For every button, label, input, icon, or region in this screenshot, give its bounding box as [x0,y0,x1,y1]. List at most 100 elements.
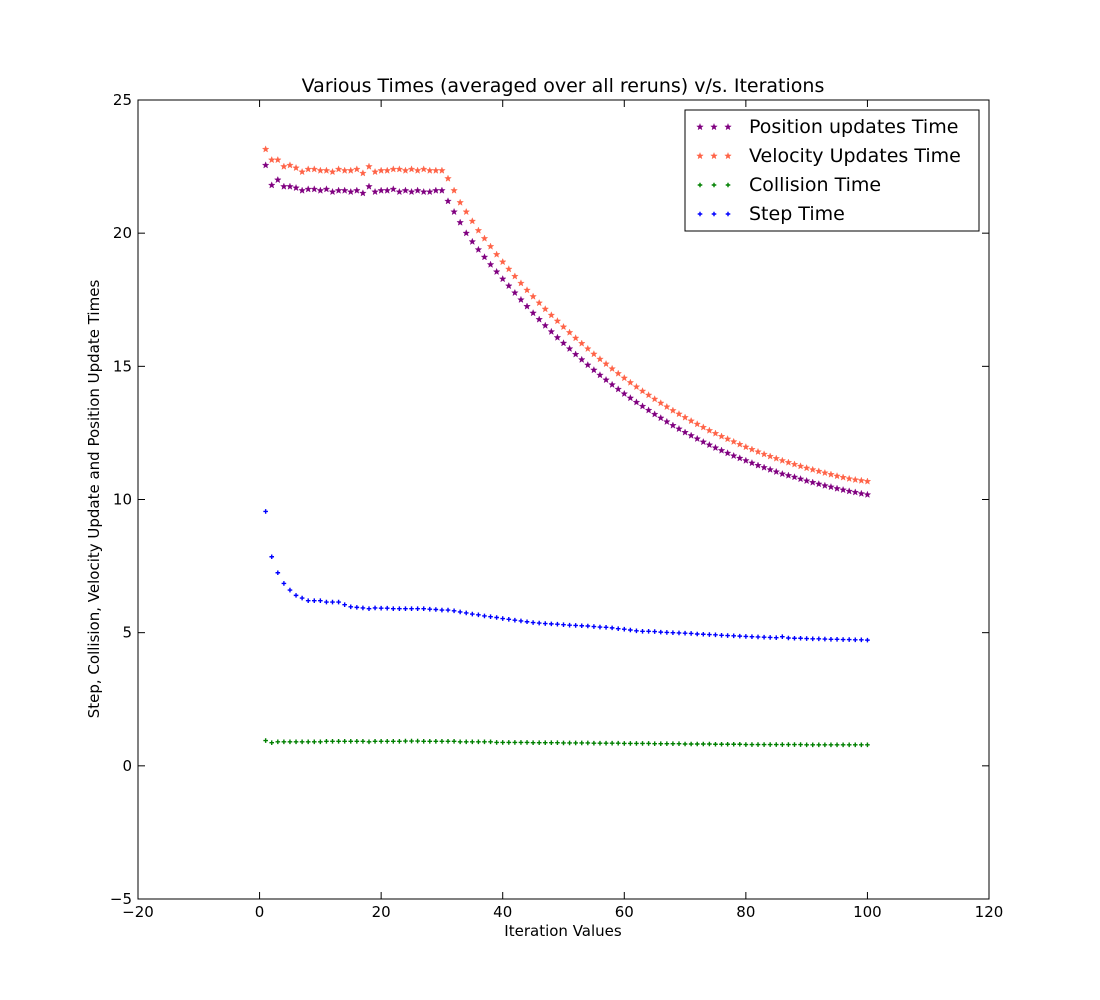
legend: Position updates Time Velocity Updates Ti… [684,109,980,232]
step-time-point [512,617,518,623]
collision-time-point [852,742,858,748]
velocity-updates-time-point [438,166,446,174]
position-updates-time-point [766,465,774,473]
position-updates-time-point [401,186,410,194]
velocity-updates-time-point [261,145,270,153]
collision-time-point [372,739,378,744]
legend-marker [696,152,704,160]
step-time-point [324,599,329,605]
velocity-updates-time-point [699,423,708,431]
position-updates-time-point [650,410,659,418]
step-time-point [792,635,797,641]
velocity-updates-time-point [839,473,847,481]
position-updates-time-point [681,428,689,436]
collision-time-point [500,740,506,745]
step-time-point [287,587,293,593]
legend-marker [724,152,732,160]
position-updates-time-point [656,414,665,422]
collision-time-point [579,740,585,746]
collision-time-point [804,742,809,748]
velocity-updates-time-point [565,328,574,336]
collision-time-point [798,742,803,747]
collision-time-point [457,739,463,745]
step-time-point [846,637,852,642]
step-time-point [786,635,791,641]
velocity-updates-time-point [432,166,440,174]
step-time-point [834,637,840,642]
collision-time-point [391,739,396,744]
collision-time-point [342,739,347,744]
position-updates-time-point [474,245,483,253]
velocity-updates-time-point [742,443,750,451]
velocity-updates-time-point [346,166,355,174]
collision-time-point [840,742,846,748]
step-time-point [299,595,305,601]
velocity-updates-time-point [523,286,531,294]
velocity-updates-time-point [584,344,592,352]
legend-marker [710,123,718,131]
step-time-point [482,613,487,619]
step-time-point [415,606,420,611]
step-time-point [694,631,700,637]
velocity-updates-time-point [656,399,665,407]
velocity-updates-time-point [705,426,714,434]
velocity-updates-time-point [468,217,477,225]
velocity-updates-time-point [553,317,562,325]
velocity-updates-time-point [274,155,282,164]
position-updates-time-point [462,229,471,237]
step-time-point [852,637,858,643]
step-time-point [439,607,445,613]
position-updates-time-point [486,260,495,268]
velocity-updates-time-point [492,250,501,258]
collision-time-point [628,741,633,746]
position-updates-time-point [663,417,671,425]
velocity-updates-time-point [425,166,434,174]
collision-time-point [658,741,664,747]
velocity-updates-time-point [723,435,732,443]
step-time-point [749,634,755,639]
velocity-updates-time-point [419,165,428,173]
collision-time-point [384,739,390,744]
velocity-updates-time-point [474,226,483,234]
position-updates-time-point [669,421,677,429]
collision-time-point [761,742,767,747]
collision-time-point [621,741,627,746]
velocity-updates-time-point [650,395,659,403]
step-time-point [725,633,730,638]
position-updates-time-point [815,480,823,488]
position-updates-time-point [821,481,829,489]
velocity-updates-time-point [286,161,294,169]
step-time-point [731,633,736,639]
velocity-updates-time-point [620,374,629,382]
position-updates-time-point [620,389,629,397]
x-axis-label: Iteration Values [504,922,622,940]
position-updates-time-point [693,434,702,442]
collision-time-point [324,739,329,744]
collision-time-point [366,739,372,745]
velocity-updates-time-point [365,162,373,170]
collision-time-series [263,738,870,748]
collision-time-point [451,739,457,744]
collision-time-point [409,738,414,744]
position-updates-time-point [742,456,750,464]
step-time-point [549,621,554,627]
position-updates-time-point [389,185,398,193]
collision-time-point [828,742,834,748]
collision-time-point [403,738,408,744]
collision-time-point [567,740,572,746]
position-updates-time-point [377,186,385,194]
x-tick-label: 80 [736,903,755,921]
position-updates-time-point [577,355,586,363]
position-updates-time-point [705,440,714,449]
step-time-point [579,623,585,629]
step-time-point [810,636,816,642]
position-updates-time-point [511,288,519,297]
velocity-updates-time-point [815,467,823,475]
velocity-updates-time-point [845,474,853,482]
step-time-point [755,634,761,640]
x-tick-label: 60 [615,903,634,921]
velocity-updates-time-point [675,410,683,418]
step-time-point [293,593,299,598]
step-time-point [652,629,657,634]
collision-time-point [281,739,287,745]
